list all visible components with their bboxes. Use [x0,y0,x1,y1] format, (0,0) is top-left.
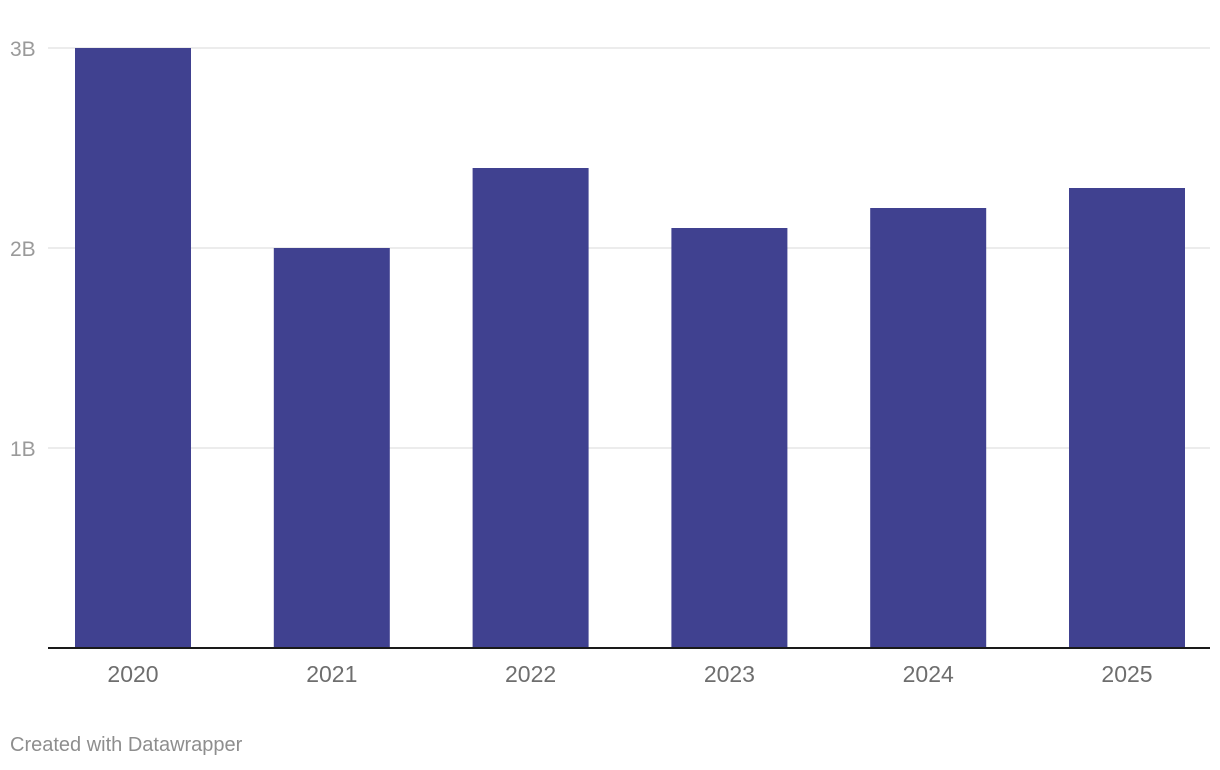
x-tick-label-2025: 2025 [1101,661,1152,687]
y-axis-tick-labels: 1B 2B 3B [10,38,36,461]
bar-2025 [1069,188,1185,648]
bar-2021 [273,248,390,648]
bar-2022 [472,168,589,648]
x-tick-label-2023: 2023 [704,661,755,687]
bar-2023 [671,228,788,648]
bar-2024 [870,208,987,648]
x-tick-label-2024: 2024 [903,661,954,687]
y-tick-label-3B: 3B [10,38,36,61]
y-tick-label-2B: 2B [10,238,36,261]
x-axis-tick-labels: 2020 2021 2022 2023 2024 2025 [107,661,1152,687]
bar-2020 [75,48,191,648]
bar-chart: 1B 2B 3B 2020 2021 2022 2023 2024 2025 [10,38,1210,687]
y-tick-label-1B: 1B [10,438,36,461]
x-tick-label-2022: 2022 [505,661,556,687]
datawrapper-credit: Created with Datawrapper [10,734,243,756]
gridlines [48,47,1210,449]
bars [75,48,1185,648]
x-tick-label-2020: 2020 [107,661,158,687]
x-tick-label-2021: 2021 [306,661,357,687]
